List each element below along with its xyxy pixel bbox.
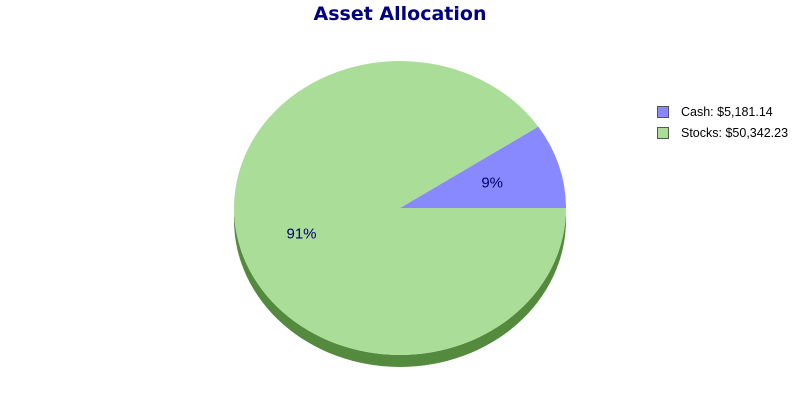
pie-slices	[234, 60, 567, 356]
legend-label-cash: Cash: $5,181.14	[681, 104, 773, 119]
pie-slice-stocks	[234, 60, 567, 356]
pie-slice-label-stocks: 91%	[286, 225, 316, 242]
legend-swatch-cash	[657, 105, 669, 118]
legend-item-cash: Cash: $5,181.14	[657, 104, 788, 119]
chart-legend: Cash: $5,181.14 Stocks: $50,342.23	[657, 104, 788, 146]
chart-title: Asset Allocation	[313, 3, 487, 25]
legend-swatch-stocks	[657, 126, 669, 139]
pie-slice-cash	[400, 126, 566, 208]
pie-slice-label-cash: 9%	[481, 174, 503, 191]
legend-item-stocks: Stocks: $50,342.23	[657, 125, 788, 140]
pie-slice-labels: 9% 91%	[286, 174, 503, 242]
legend-label-stocks: Stocks: $50,342.23	[681, 125, 789, 140]
